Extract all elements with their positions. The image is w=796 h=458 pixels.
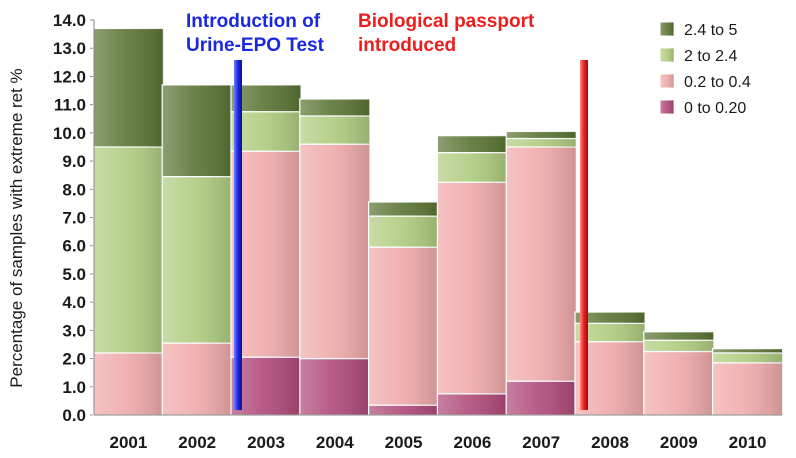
bar-segment (505, 137, 577, 148)
bar-segment (161, 175, 233, 344)
bar-segment (92, 146, 165, 354)
x-tick-label: 2007 (522, 433, 560, 452)
y-tick-label: 3.0 (62, 321, 86, 340)
bar-segment (643, 331, 715, 341)
bar-segment (436, 393, 508, 416)
legend-swatch-shine (660, 74, 674, 88)
bar-segment (711, 362, 784, 416)
epo-annotation-line: Urine-EPO Test (186, 35, 325, 56)
event-markers: Introduction of Urine-EPO Test Biological … (186, 11, 588, 410)
bar-segment (92, 352, 165, 416)
legend-swatch-shine (660, 22, 674, 36)
bar-segment (299, 98, 371, 117)
y-axis-ticks: 0.0 1.0 2.0 3.0 4.0 5.0 6.0 7.0 8.0 9.0 10.0 11.0 12… (53, 11, 94, 425)
x-tick-label: 2006 (453, 433, 491, 452)
bar-segment (711, 352, 784, 364)
bar-segment (436, 181, 508, 395)
bar-segment (368, 246, 440, 406)
y-tick-label: 14.0 (53, 11, 86, 30)
y-tick-label: 6.0 (62, 237, 86, 256)
bar-segment (299, 115, 371, 145)
y-axis-label: Percentage of samples with extreme ret % (7, 68, 26, 387)
legend-label: 0 to 0.20 (684, 100, 746, 117)
passport-annotation-line: introduced (358, 35, 456, 56)
bar-segment (368, 201, 440, 217)
y-tick-label: 9.0 (62, 152, 86, 171)
x-tick-label: 2002 (178, 433, 216, 452)
y-tick-label: 0.0 (62, 406, 86, 425)
passport-annotation-line: Biological passport (358, 11, 535, 32)
bar-segment (368, 215, 440, 248)
y-tick-label: 5.0 (62, 265, 86, 284)
legend-swatch-shine (660, 48, 674, 62)
legend: 2.4 to 5 2 to 2.4 0.2 to 0.4 0 to 0.20 (659, 21, 751, 117)
legend-label: 0.2 to 0.4 (684, 74, 751, 91)
y-tick-label: 7.0 (62, 209, 86, 228)
legend-swatch-shine (660, 100, 674, 114)
bar-segment (161, 342, 233, 416)
legend-label: 2.4 to 5 (684, 22, 737, 39)
y-tick-label: 8.0 (62, 180, 86, 199)
x-tick-label: 2009 (660, 433, 698, 452)
y-tick-label: 11.0 (54, 96, 86, 115)
bar-segment (161, 84, 233, 178)
stacked-bars (92, 27, 784, 416)
x-tick-label: 2004 (316, 433, 354, 452)
bar-segment (92, 27, 165, 148)
x-tick-label: 2001 (109, 433, 147, 452)
y-tick-label: 10.0 (53, 124, 86, 143)
bar-segment (643, 350, 715, 416)
x-tick-label: 2005 (385, 433, 423, 452)
legend-label: 2 to 2.4 (684, 48, 737, 65)
y-tick-label: 13.0 (53, 39, 86, 58)
y-tick-label: 12.0 (53, 67, 86, 86)
bar-segment (299, 357, 371, 416)
x-tick-label: 2003 (247, 433, 285, 452)
bar-segment (436, 152, 508, 183)
bar-segment (368, 404, 440, 416)
x-tick-label: 2010 (729, 433, 767, 452)
epo-marker-bar (234, 60, 242, 410)
y-tick-label: 1.0 (62, 378, 86, 397)
bar-segment (711, 348, 784, 354)
bar-segment (436, 135, 508, 154)
x-tick-label: 2008 (591, 433, 629, 452)
bar-segment (643, 339, 715, 353)
passport-marker-bar (580, 60, 588, 410)
bar-segment (505, 130, 577, 140)
y-tick-label: 4.0 (62, 293, 86, 312)
x-axis-ticks: 2001 2002 2003 2004 2005 2006 2007 2008 2009 2010 (109, 433, 766, 452)
y-tick-label: 2.0 (62, 350, 86, 369)
bar-segment (299, 143, 371, 360)
bar-segment (505, 146, 577, 382)
epo-annotation-line: Introduction of (186, 11, 321, 32)
bar-segment (505, 380, 577, 416)
